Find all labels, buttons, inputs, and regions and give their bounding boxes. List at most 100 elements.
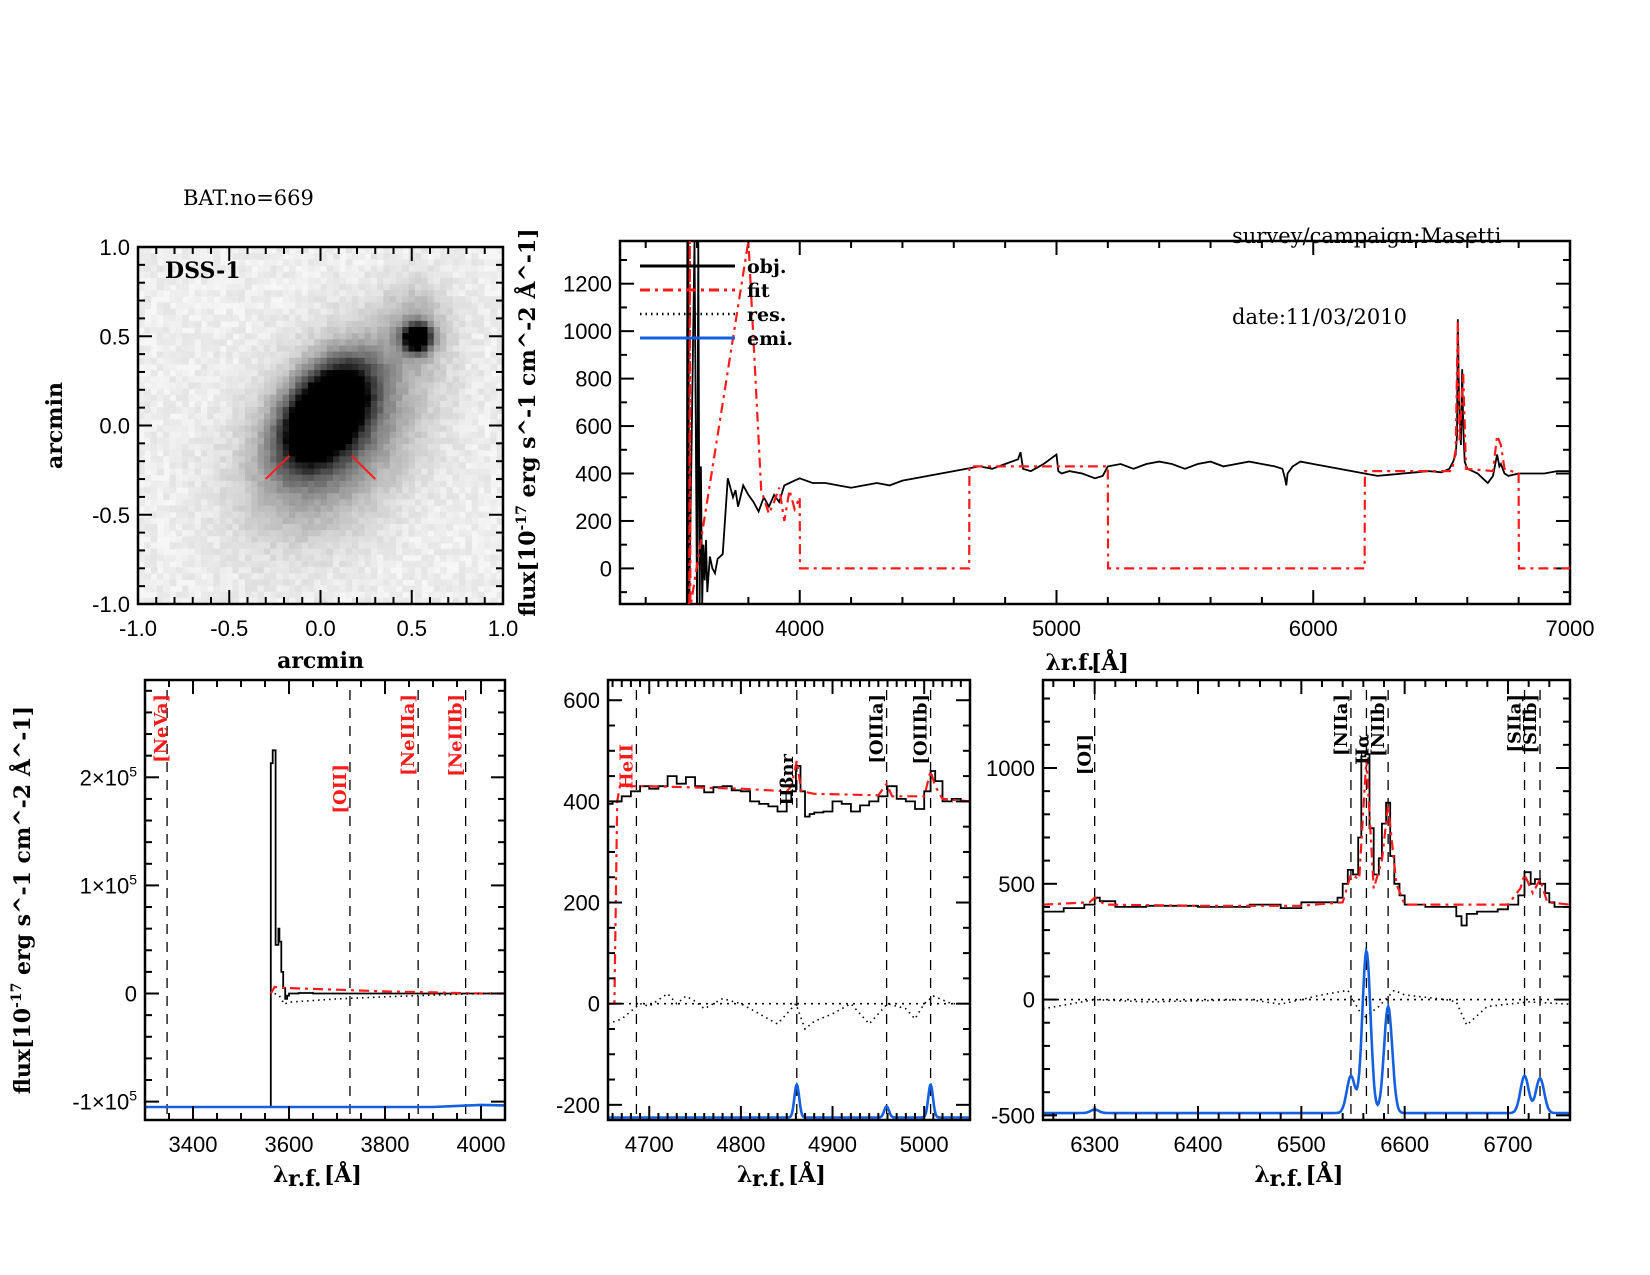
image-pixel xyxy=(232,517,240,525)
image-pixel xyxy=(427,480,435,488)
image-pixel xyxy=(345,400,353,408)
image-pixel xyxy=(213,493,221,500)
image-pixel xyxy=(433,283,441,291)
image-pixel xyxy=(270,314,278,322)
image-pixel xyxy=(314,487,322,494)
image-pixel xyxy=(301,394,309,402)
image-pixel xyxy=(251,480,259,488)
image-pixel xyxy=(352,499,359,507)
image-pixel xyxy=(471,357,479,365)
image-pixel xyxy=(200,511,208,519)
image-pixel xyxy=(358,444,366,451)
image-pixel xyxy=(289,567,296,574)
image-pixel xyxy=(370,591,378,599)
image-pixel xyxy=(232,413,240,420)
image-pixel xyxy=(314,277,322,285)
image-pixel xyxy=(314,333,322,340)
image-pixel xyxy=(333,585,340,593)
image-pixel xyxy=(200,351,208,359)
image-pixel xyxy=(396,560,403,568)
residual-line xyxy=(274,992,505,1006)
image-pixel xyxy=(276,517,284,525)
image-pixel xyxy=(169,351,177,359)
image-pixel xyxy=(446,431,454,439)
image-pixel xyxy=(389,437,397,445)
image-pixel xyxy=(219,265,227,273)
full-xlabel: λr.f. xyxy=(1046,650,1095,676)
image-pixel xyxy=(207,351,215,359)
zoom-halpha-xtick-label: 6500 xyxy=(1277,1132,1326,1157)
image-pixel xyxy=(219,437,227,445)
image-pixel xyxy=(289,296,296,303)
image-pixel xyxy=(251,437,259,445)
image-pixel xyxy=(477,554,485,562)
zoom-oii-frame xyxy=(143,678,507,1122)
image-pixel xyxy=(471,573,479,580)
image-pixel xyxy=(188,437,196,445)
image-pixel xyxy=(471,425,479,433)
image-pixel xyxy=(138,271,145,279)
image-pixel xyxy=(364,567,372,574)
image-pixel xyxy=(213,567,221,574)
image-pixel xyxy=(213,456,221,464)
image-pixel xyxy=(245,542,252,550)
image-pixel xyxy=(200,462,208,470)
image-pixel xyxy=(339,456,347,464)
image-pixel xyxy=(144,597,152,605)
image-pixel xyxy=(389,296,397,303)
image-pixel xyxy=(307,462,315,470)
image-pixel xyxy=(169,419,177,427)
image-pixel xyxy=(314,296,322,303)
image-pixel xyxy=(238,407,246,414)
image-pixel xyxy=(358,450,366,457)
image-pixel xyxy=(484,357,491,365)
image-pixel xyxy=(389,419,397,427)
image-pixel xyxy=(358,376,366,384)
image-pixel xyxy=(458,277,466,285)
image-pixel xyxy=(370,517,378,525)
image-pixel xyxy=(370,444,378,451)
image-pixel xyxy=(276,382,284,390)
image-pixel xyxy=(194,536,202,544)
image-pixel xyxy=(484,474,491,482)
image-pixel xyxy=(345,277,353,285)
image-pixel xyxy=(446,376,454,384)
image-pixel xyxy=(471,351,479,359)
image-pixel xyxy=(440,480,447,488)
image-pixel xyxy=(320,339,328,347)
image-pixel xyxy=(408,425,416,433)
image-pixel xyxy=(383,345,391,353)
image-pixel xyxy=(465,474,473,482)
image-pixel xyxy=(433,363,441,371)
image-pixel xyxy=(289,573,296,580)
image-pixel xyxy=(238,333,246,340)
image-pixel xyxy=(352,314,359,322)
image-pixel xyxy=(490,394,498,402)
image-pixel xyxy=(314,517,322,525)
image-pixel xyxy=(345,591,353,599)
image-pixel xyxy=(263,277,271,285)
image-pixel xyxy=(345,308,353,316)
image-pixel xyxy=(358,363,366,371)
image-pixel xyxy=(213,437,221,445)
zoom-halpha-ytick-label: 1000 xyxy=(986,756,1035,781)
image-pixel xyxy=(377,283,384,291)
image-pixel xyxy=(320,400,328,408)
zoom-hbeta-xtick-label: 4700 xyxy=(625,1132,674,1157)
image-pixel xyxy=(270,487,278,494)
image-pixel xyxy=(226,296,233,303)
image-pixel xyxy=(364,413,372,420)
image-pixel xyxy=(490,560,498,568)
image-pixel xyxy=(307,560,315,568)
image-pixel xyxy=(477,548,485,556)
image-pixel xyxy=(484,579,491,587)
image-pixel xyxy=(370,462,378,470)
bat-number: BAT.no=669 xyxy=(183,186,314,210)
image-pixel xyxy=(289,493,296,500)
image-pixel xyxy=(301,265,309,273)
image-pixel xyxy=(270,524,278,531)
image-pixel xyxy=(477,480,485,488)
image-pixel xyxy=(396,345,403,353)
image-pixel xyxy=(213,265,221,273)
image-pixel xyxy=(389,499,397,507)
